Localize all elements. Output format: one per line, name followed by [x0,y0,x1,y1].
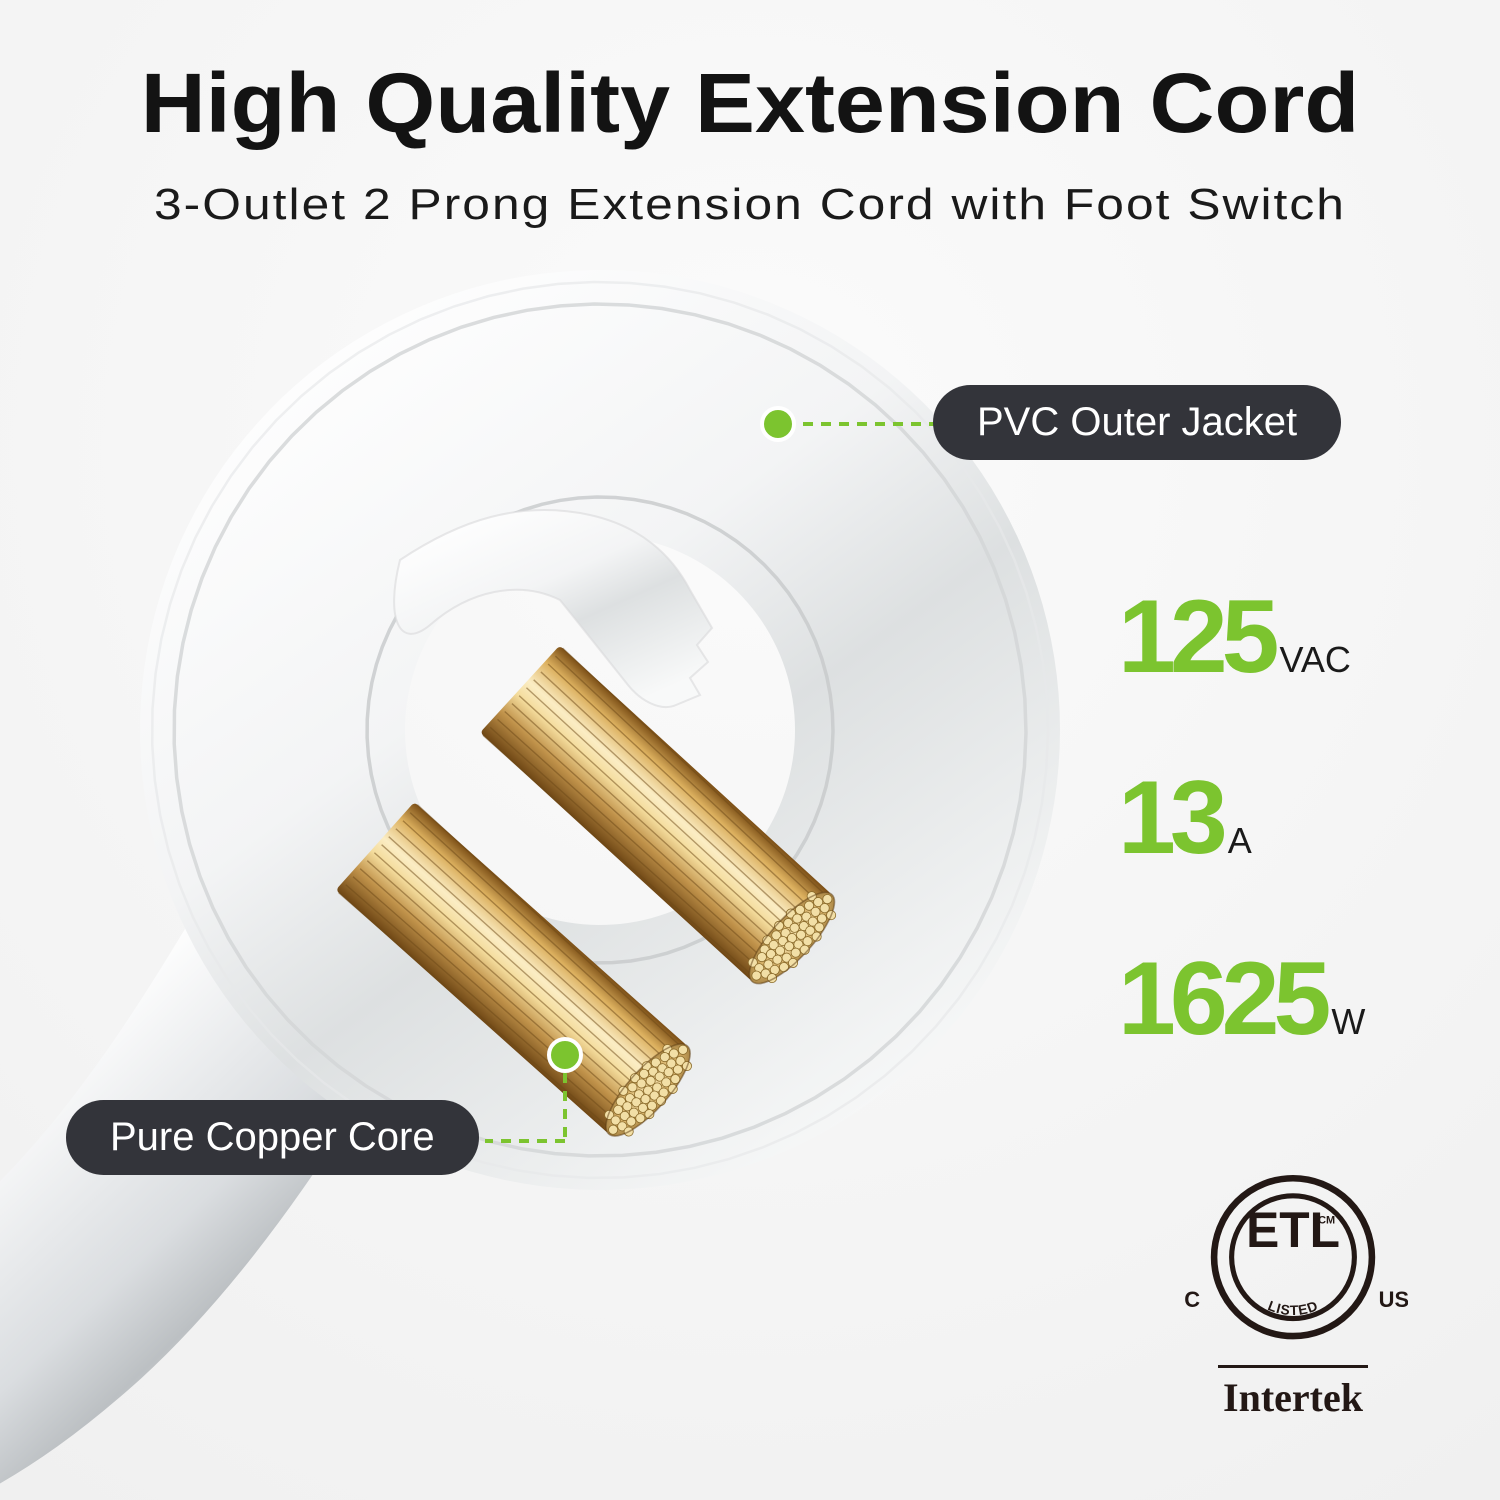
svg-text:CM: CM [1318,1215,1335,1227]
svg-text:LISTED: LISTED [1266,1297,1320,1318]
svg-text:US: US [1379,1287,1408,1312]
svg-text:ETL: ETL [1246,1202,1340,1258]
svg-text:C: C [1184,1287,1200,1312]
